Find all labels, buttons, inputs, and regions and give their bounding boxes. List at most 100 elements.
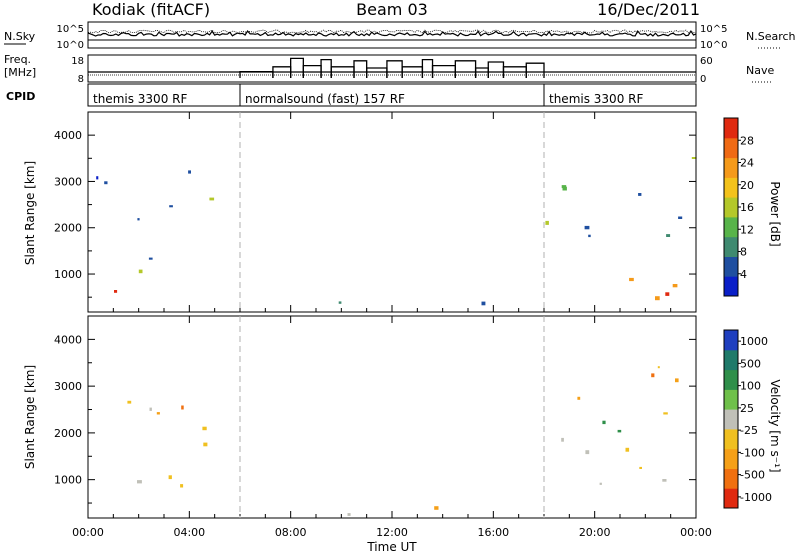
velocity-colorbar-title: Velocity [m s⁻¹] — [768, 379, 782, 472]
velocity-panel: Slant Range [km] 1000 2000 3000 4000 00:00 04… — [23, 315, 782, 554]
data-cell — [347, 513, 351, 516]
colorbar-tick-label: -25 — [740, 424, 758, 437]
data-cell — [584, 225, 590, 230]
data-cell — [202, 426, 207, 431]
data-cell — [203, 442, 208, 447]
nave-block — [474, 67, 489, 78]
x-tick-label: 00:00 — [680, 526, 712, 539]
colorbar-swatch — [724, 448, 738, 469]
y-tick-label: 3000 — [54, 175, 82, 188]
nave-tick-top: 60 — [700, 56, 713, 67]
nsky-tick-bottom: 10^0 — [57, 40, 84, 51]
colorbar-tick-label: -500 — [740, 469, 765, 482]
colorbar-tick-label: 4 — [740, 268, 747, 281]
freq-frame — [87, 54, 697, 83]
colorbar-tick-label: -1000 — [740, 491, 772, 504]
nsky-tick-top: 10^5 — [57, 24, 84, 35]
data-cell — [169, 205, 173, 208]
power-data-cells — [96, 157, 697, 306]
x-axis-label: Time UT — [366, 540, 417, 554]
colorbar-swatch — [724, 118, 738, 139]
data-cell — [691, 157, 697, 159]
velocity-data-cells — [127, 366, 679, 516]
data-cell — [96, 176, 99, 180]
data-cell — [599, 482, 602, 485]
colorbar-swatch — [724, 197, 738, 218]
freq-tick-bottom: 8 — [78, 74, 84, 85]
colorbar-tick-label: 28 — [740, 134, 754, 147]
x-tick-label: 12:00 — [376, 526, 408, 539]
power-ylabel: Slant Range [km] — [23, 161, 37, 265]
nsky-label: N.Sky — [4, 30, 36, 43]
data-cell — [148, 257, 153, 260]
y-tick-label: 1000 — [54, 268, 82, 281]
data-cell — [651, 373, 655, 378]
colorbar-swatch — [724, 177, 738, 198]
data-cell — [665, 292, 670, 296]
x-tick-label: 00:00 — [72, 526, 104, 539]
colorbar-swatch — [724, 157, 738, 178]
y-tick-label: 4000 — [54, 129, 82, 142]
velocity-colorbar: 1000 500 100 25 -25 -100 -500 -1000 — [723, 329, 772, 509]
data-cell — [639, 466, 642, 469]
colorbar-swatch — [724, 409, 738, 430]
x-tick-label: 20:00 — [579, 526, 611, 539]
nave-tick-bottom: 0 — [700, 74, 706, 85]
data-cell — [561, 437, 564, 442]
nsky-panel: N.Sky 10^5 10^0 10^5 10^0 N.Search — [4, 21, 796, 51]
cpid-segment-label: themis 3300 RF — [93, 92, 187, 106]
colorbar-swatch — [724, 488, 738, 509]
data-cell — [657, 366, 660, 369]
nave-block — [454, 60, 477, 78]
power-colorbar: 4 8 12 16 20 24 28 — [723, 117, 754, 297]
x-tick-label: 04:00 — [173, 526, 205, 539]
nsearch-series — [87, 29, 697, 34]
y-tick-label: 2000 — [54, 222, 82, 235]
data-cell — [545, 220, 549, 225]
nave-block — [386, 60, 403, 78]
data-cell — [137, 480, 142, 484]
velocity-axes: 1000 2000 3000 4000 00:00 04:00 08:00 12:00 16:0… — [54, 316, 712, 539]
power-axes: 1000 2000 3000 4000 — [54, 112, 697, 312]
nsearch-label: N.Search — [746, 30, 796, 43]
cpid-segments: themis 3300 RF normalsound (fast) 157 RF t… — [93, 84, 643, 106]
data-cell — [638, 193, 642, 196]
colorbar-swatch — [724, 428, 738, 450]
data-cell — [104, 181, 108, 185]
colorbar-tick-label: 25 — [740, 402, 754, 415]
colorbar-tick-label: 12 — [740, 223, 754, 236]
cpid-panel: CPID themis 3300 RF normalsound (fast) 15… — [6, 83, 697, 107]
colorbar-swatch — [724, 330, 738, 351]
freq-trace — [88, 57, 696, 78]
beam-title: Beam 03 — [356, 0, 428, 19]
data-cell — [666, 234, 671, 237]
data-cell — [588, 234, 591, 238]
data-cell — [209, 197, 215, 201]
colorbar-swatch — [724, 468, 738, 489]
data-cell — [127, 400, 132, 404]
nsearch-tick-bottom: 10^0 — [700, 40, 727, 51]
cpid-segment-label: themis 3300 RF — [549, 92, 643, 106]
date-title: 16/Dec/2011 — [597, 0, 700, 19]
freq-label: Freq. — [4, 53, 31, 66]
colorbar-swatch — [724, 369, 738, 390]
colorbar-tick-label: 8 — [740, 246, 747, 259]
x-tick-label: 08:00 — [275, 526, 307, 539]
nsky-trace — [87, 29, 697, 41]
data-cell — [662, 479, 667, 482]
colorbar-swatch — [724, 276, 738, 297]
data-cell — [138, 269, 143, 274]
data-cell — [188, 170, 191, 174]
colorbar-tick-label: 500 — [740, 357, 761, 370]
colorbar-tick-label: 24 — [740, 157, 754, 170]
colorbar-frame — [723, 329, 739, 509]
nsky-frame — [87, 21, 697, 49]
y-tick-label: 3000 — [54, 380, 82, 393]
data-cell — [434, 506, 439, 510]
y-tick-label: 4000 — [54, 333, 82, 346]
colorbar-tick-label: 16 — [740, 201, 754, 214]
power-panel: Slant Range [km] 1000 2000 3000 4000 4 8 12 16… — [23, 111, 782, 313]
cpid-segment-label: normalsound (fast) 157 RF — [245, 92, 405, 106]
data-cell — [181, 405, 184, 410]
